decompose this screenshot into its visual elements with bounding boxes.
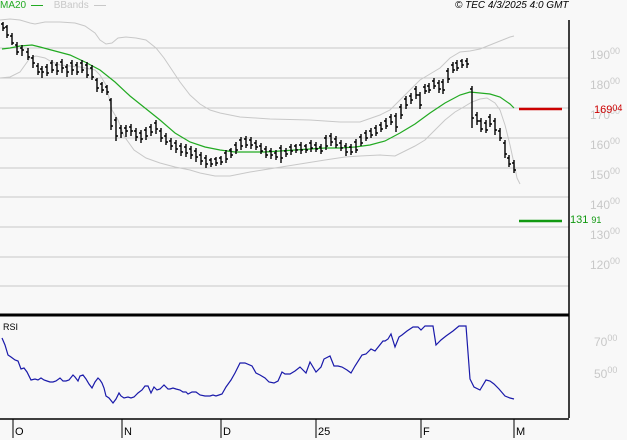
bband-lower [0,55,521,185]
rsi-title: RSI [3,322,19,332]
ohlc-bars [1,22,516,173]
bband-upper [0,18,515,123]
price-label: 13000 [590,226,621,242]
ma20-line [1,44,515,153]
x-label-dec: D [223,426,231,438]
resistance-label: 16904 [594,103,623,116]
chart-legend: MA20 BBands [0,0,106,12]
x-label-feb: F [423,426,430,438]
price-label: 14000 [590,196,621,212]
price-label: 15000 [590,166,621,182]
x-ticks [12,419,515,438]
rsi-label: 7000 [594,333,618,349]
support-label: 131 91 [570,214,602,226]
x-label-oct: O [15,426,24,438]
legend-bbands-label: BBands [53,0,89,11]
legend-bbands: BBands [54,0,106,11]
x-label-nov: N [124,426,132,438]
rsi-label: 5000 [594,365,618,381]
price-gridlines [0,47,569,287]
x-label-2025: 25 [318,426,331,438]
price-label: 19000 [590,46,621,62]
rsi-line [1,325,515,404]
legend-ma20-label: MA20 [0,0,27,11]
legend-ma20-swatch [30,4,43,6]
x-label-mar: M [516,426,526,438]
copyright-timestamp: © TEC 4/3/2025 4:0 GMT [455,0,569,11]
legend-ma20: MA20 [0,0,46,11]
price-label: 17000 [590,106,621,122]
price-label: 18000 [590,76,621,92]
price-label: 16000 [590,136,621,152]
legend-bbands-swatch [93,4,106,6]
price-label: 12000 [590,256,621,272]
